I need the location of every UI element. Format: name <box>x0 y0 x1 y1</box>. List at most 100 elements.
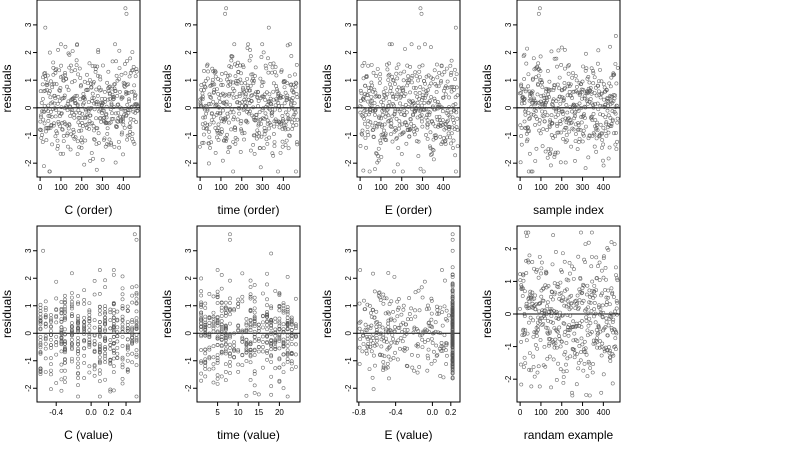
data-point <box>528 315 533 320</box>
data-point <box>252 335 257 339</box>
data-point <box>425 353 430 358</box>
data-point <box>586 240 591 245</box>
x-tick-label: 100 <box>54 183 68 192</box>
data-point <box>523 112 528 117</box>
data-point <box>70 312 74 316</box>
data-point <box>63 360 67 365</box>
data-point <box>545 304 549 309</box>
data-point <box>449 70 454 75</box>
data-point <box>215 330 220 335</box>
data-point <box>455 127 460 132</box>
data-point <box>82 79 87 84</box>
data-point <box>232 340 236 345</box>
data-point <box>207 122 212 127</box>
x-tick-label: 0 <box>518 183 523 192</box>
data-point <box>113 111 118 116</box>
data-point <box>558 121 563 126</box>
data-point <box>522 314 527 318</box>
data-point <box>271 89 276 94</box>
data-point <box>84 108 89 113</box>
data-point <box>70 341 74 346</box>
data-point <box>609 240 614 245</box>
data-point <box>585 292 589 297</box>
y-tick-label: 1 <box>344 77 353 82</box>
data-point <box>269 374 274 379</box>
data-point <box>612 295 616 299</box>
data-point <box>128 56 133 61</box>
data-point <box>424 133 428 137</box>
data-point <box>240 131 245 136</box>
data-point <box>215 358 220 363</box>
data-point <box>384 95 389 100</box>
data-point <box>228 334 232 338</box>
data-point <box>223 336 228 341</box>
data-point <box>198 103 203 108</box>
data-point <box>374 338 379 343</box>
data-point <box>87 312 92 317</box>
data-point <box>410 73 415 78</box>
data-point <box>224 136 229 141</box>
data-point <box>281 123 286 128</box>
data-point <box>597 278 602 282</box>
data-point <box>261 340 265 344</box>
data-point <box>72 112 77 117</box>
data-point <box>116 139 121 144</box>
data-point <box>561 321 566 326</box>
data-point <box>285 97 290 102</box>
data-point <box>225 73 230 78</box>
data-point <box>199 378 204 383</box>
data-point <box>606 113 611 118</box>
data-point <box>88 107 93 111</box>
data-point <box>266 56 270 61</box>
data-point <box>556 316 561 321</box>
data-point <box>566 333 571 338</box>
data-point <box>111 322 116 327</box>
data-point <box>82 301 87 306</box>
data-point <box>103 327 107 332</box>
data-point <box>273 289 278 293</box>
data-point <box>100 157 105 162</box>
data-point <box>557 296 562 301</box>
data-point <box>128 129 133 134</box>
data-point <box>248 318 253 322</box>
data-point <box>130 318 135 322</box>
data-point <box>522 355 527 360</box>
data-point <box>270 151 275 156</box>
data-point <box>227 73 232 78</box>
data-point <box>393 109 398 114</box>
data-point <box>41 117 46 122</box>
y-tick-label: -1 <box>504 342 513 350</box>
data-point <box>111 95 116 100</box>
data-point <box>562 332 567 337</box>
data-point <box>358 88 363 93</box>
data-point <box>409 75 414 80</box>
data-point <box>574 78 579 83</box>
data-point <box>63 73 68 78</box>
data-point <box>91 124 96 129</box>
data-point <box>587 361 592 366</box>
data-point <box>391 103 396 108</box>
y-tick-label: -2 <box>504 159 513 167</box>
data-point <box>431 331 435 336</box>
data-point <box>130 338 135 343</box>
data-point <box>219 83 224 87</box>
data-point <box>108 307 113 312</box>
data-point <box>427 330 432 335</box>
data-point <box>438 374 443 378</box>
y-tick-label: 0 <box>504 105 513 110</box>
data-point <box>220 129 224 134</box>
data-point <box>261 320 265 325</box>
data-point <box>427 306 431 311</box>
data-point <box>548 337 553 341</box>
data-point <box>130 285 135 290</box>
data-point <box>215 110 220 115</box>
data-point <box>123 6 128 11</box>
data-point <box>579 336 584 341</box>
data-point <box>203 314 208 319</box>
data-point <box>530 297 535 302</box>
data-point <box>125 358 130 363</box>
data-point <box>535 267 539 272</box>
data-point <box>401 130 406 135</box>
data-point <box>561 112 566 116</box>
data-point <box>256 322 261 327</box>
